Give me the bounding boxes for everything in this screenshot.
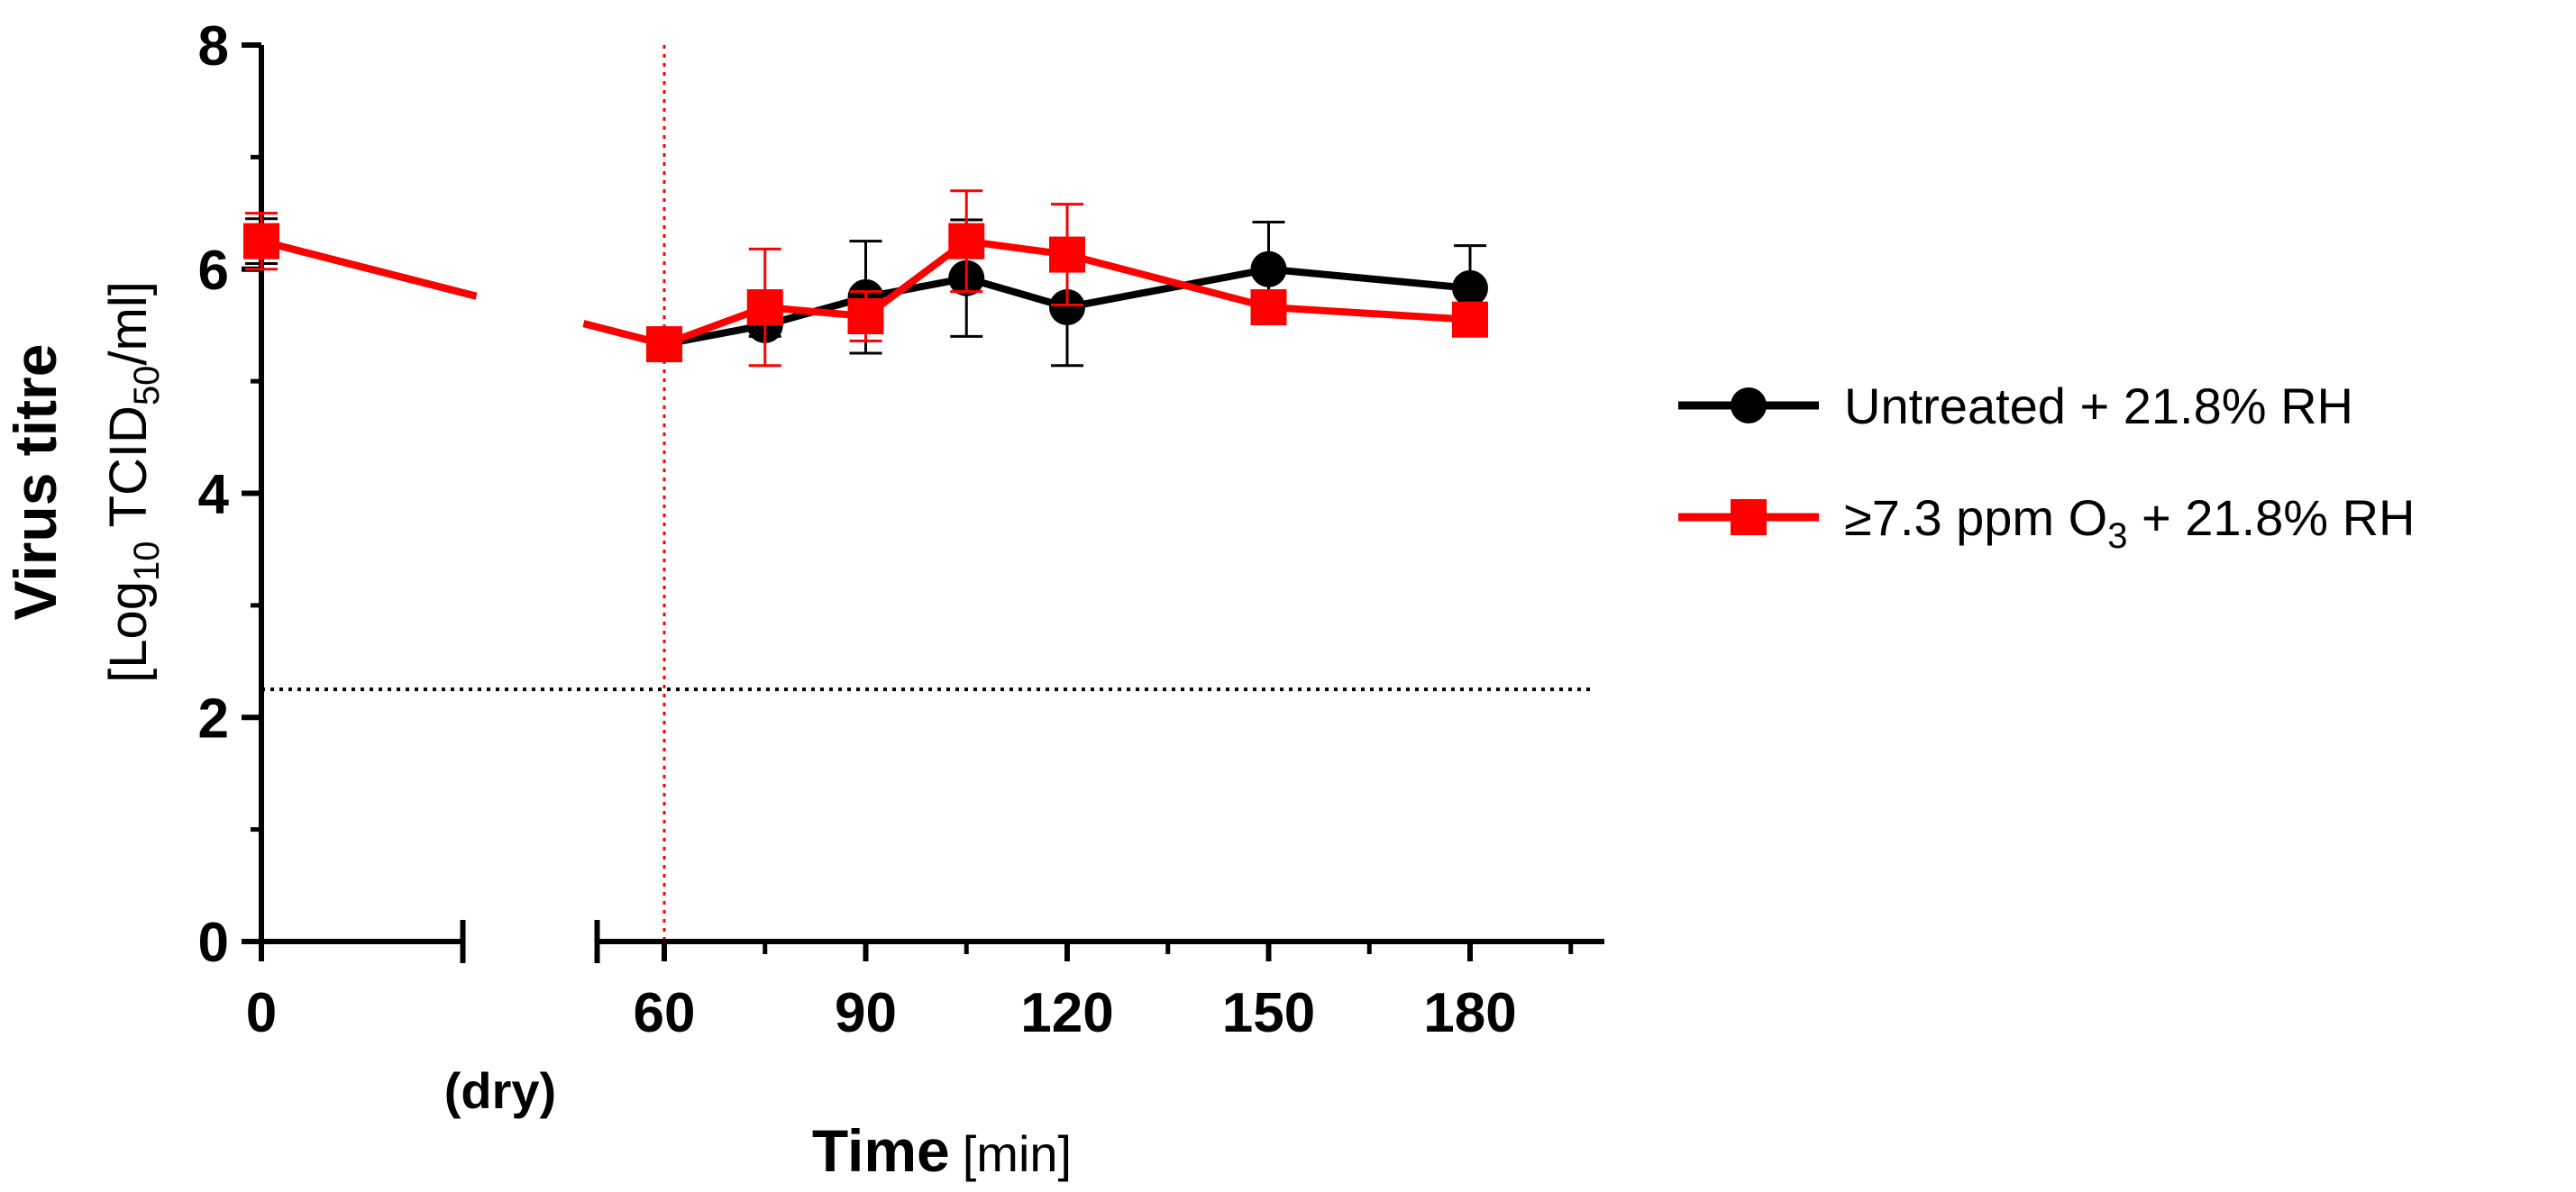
- reference-lines: [261, 45, 1591, 942]
- y-axis-title: Virus titre: [2, 344, 69, 621]
- legend: Untreated + 21.8% RH ≥7.3 ppm O3 + 21.8%…: [1678, 378, 2416, 556]
- y-tick-label-2: 2: [198, 687, 229, 750]
- y-axis-unit-group: [Log10 TCID50/ml]: [99, 281, 167, 683]
- series-line-segment: [1065, 250, 1270, 311]
- data-point: [243, 223, 279, 259]
- legend-ozone-post: + 21.8% RH: [2127, 489, 2415, 546]
- data-point: [1452, 269, 1488, 306]
- data-point: [1049, 236, 1085, 273]
- series-line-segment: [260, 237, 478, 300]
- legend-item-untreated: Untreated + 21.8% RH: [1678, 378, 2353, 434]
- series-1: [243, 189, 1488, 368]
- y-tick-label-4: 4: [198, 464, 230, 526]
- x-tick-label-90: 90: [835, 982, 897, 1044]
- y-unit-sub1: 10: [127, 541, 167, 581]
- data-point: [646, 326, 682, 363]
- legend-item-ozone: ≥7.3 ppm O3 + 21.8% RH: [1678, 489, 2416, 556]
- data-point: [1452, 301, 1488, 338]
- data-point: [746, 289, 783, 326]
- data-point: [948, 223, 985, 259]
- legend-label-untreated: Untreated + 21.8% RH: [1844, 378, 2353, 434]
- data-point: [1250, 250, 1287, 287]
- x-tick-label-180: 180: [1423, 982, 1516, 1044]
- x-axis-title: Time [min]: [812, 1117, 1072, 1184]
- series-line-segment: [1268, 265, 1471, 292]
- y-tick-label-0: 0: [198, 912, 229, 974]
- series-line-segment: [1066, 265, 1270, 311]
- y-tick-label-6: 6: [198, 240, 229, 302]
- data-point: [1049, 289, 1085, 326]
- legend-marker-ozone: [1731, 499, 1767, 535]
- data-point: [1250, 289, 1287, 326]
- x-title-unit: [min]: [963, 1125, 1072, 1182]
- y-axis-title-group: Virus titre: [2, 344, 69, 621]
- data-point: [847, 297, 884, 334]
- x-dry-label: (dry): [444, 1062, 556, 1119]
- x-title-main: Time: [812, 1117, 950, 1184]
- y-tick-label-8: 8: [198, 15, 229, 77]
- axes: 0 2 4 6 8 0 60 90 120 150 180: [198, 15, 1604, 1044]
- series-line-segment: [1268, 304, 1471, 323]
- y-unit-mid: TCID: [99, 405, 158, 541]
- y-unit-post: /ml]: [99, 281, 158, 365]
- legend-ozone-sub: 3: [2107, 516, 2127, 556]
- y-unit-pre: [Log: [99, 581, 158, 683]
- legend-ozone-pre: ≥7.3 ppm O: [1844, 489, 2107, 546]
- x-tick-label-120: 120: [1020, 982, 1113, 1044]
- x-tick-label-150: 150: [1222, 982, 1315, 1044]
- legend-label-ozone: ≥7.3 ppm O3 + 21.8% RH: [1844, 489, 2416, 556]
- y-unit-sub2: 50: [127, 366, 167, 406]
- x-tick-label-0: 0: [246, 982, 277, 1044]
- series-layer: [243, 189, 1488, 368]
- y-axis-unit: [Log10 TCID50/ml]: [99, 281, 167, 683]
- legend-marker-untreated: [1731, 387, 1767, 423]
- x-tick-label-60: 60: [634, 982, 696, 1044]
